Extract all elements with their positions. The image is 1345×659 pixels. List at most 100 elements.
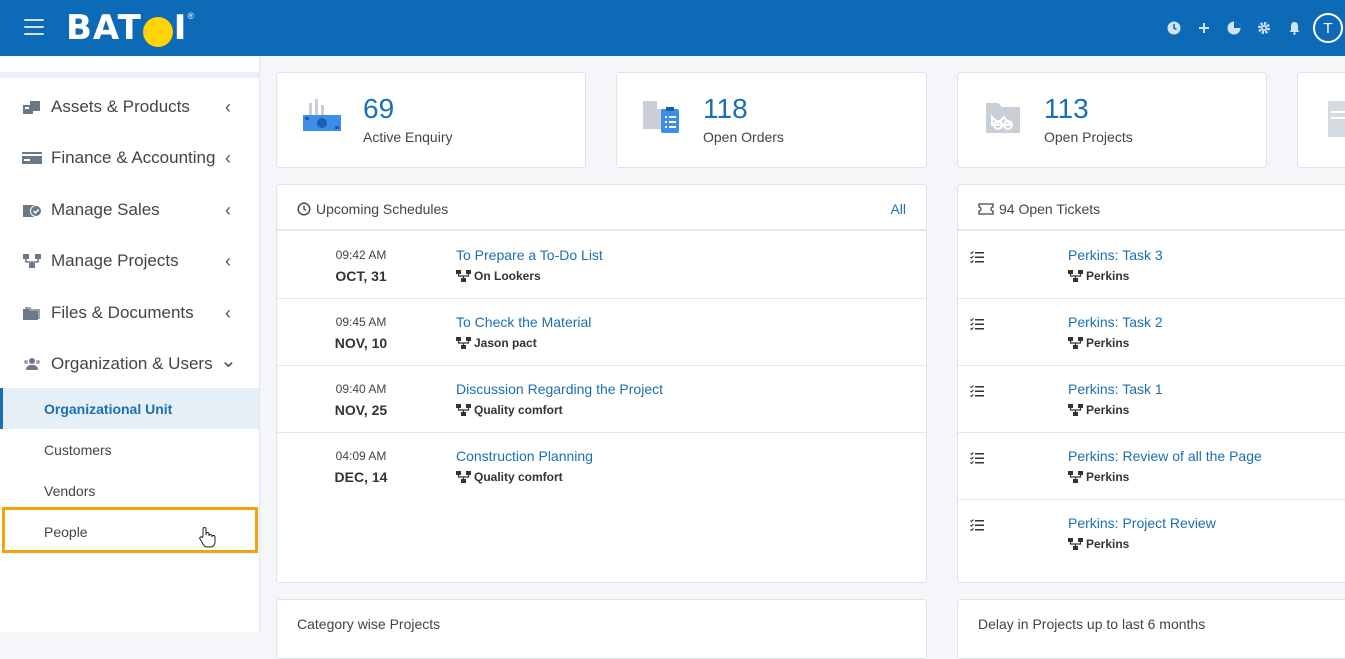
- schedule-project-name: Quality comfort: [474, 403, 563, 417]
- schedule-project-name: Quality comfort: [474, 470, 563, 484]
- panel-header: 94 Open Tickets: [958, 185, 1345, 231]
- finance-icon: [22, 150, 42, 166]
- sidebar-subitem-people[interactable]: People: [0, 511, 259, 552]
- checklist-icon: [970, 518, 984, 536]
- hierarchy-icon: [1068, 270, 1083, 282]
- stat-label: Open Projects: [1044, 129, 1133, 145]
- ticket-title-link[interactable]: Perkins: Review of all the Page: [1068, 448, 1262, 464]
- schedule-title-link[interactable]: To Check the Material: [456, 314, 592, 330]
- ticket-row[interactable]: Perkins: Project Review Perkins: [958, 500, 1345, 567]
- stat-value: 113: [1044, 93, 1089, 124]
- sidebar-item-label: Finance & Accounting: [51, 148, 216, 167]
- schedule-row[interactable]: 09:40 AM NOV, 25 Discussion Regarding th…: [277, 366, 926, 433]
- gear-icon[interactable]: [1249, 13, 1279, 43]
- hierarchy-icon: [456, 270, 471, 282]
- bell-icon[interactable]: [1279, 13, 1309, 43]
- stat-card-active-enquiry[interactable]: 69 Active Enquiry: [276, 72, 586, 168]
- chevron-left-icon: ‹: [225, 199, 231, 220]
- sidebar-item-files-documents[interactable]: Files & Documents ‹: [0, 291, 259, 335]
- schedule-date: OCT, 31: [335, 268, 387, 284]
- schedule-date: DEC, 14: [334, 469, 388, 485]
- ticket-project-name: Perkins: [1086, 269, 1130, 283]
- ticket-project-name: Perkins: [1086, 470, 1130, 484]
- plus-icon[interactable]: [1189, 13, 1219, 43]
- chevron-left-icon: ‹: [225, 96, 231, 117]
- stat-card-open-orders[interactable]: 118 Open Orders: [616, 72, 927, 168]
- sidebar-item-manage-projects[interactable]: Manage Projects ‹: [0, 239, 259, 283]
- pie-chart-icon[interactable]: [1219, 13, 1249, 43]
- ticket-project-name: Perkins: [1086, 336, 1130, 350]
- sidebar-subitem-vendors[interactable]: Vendors: [0, 470, 259, 511]
- schedule-title-link[interactable]: To Prepare a To-Do List: [456, 247, 603, 263]
- schedule-title-link[interactable]: Construction Planning: [456, 448, 593, 464]
- sidebar-item-label: Manage Projects: [51, 251, 179, 270]
- folder-icon: [22, 305, 42, 321]
- upcoming-schedules-panel: Upcoming Schedules All 09:42 AM OCT, 31 …: [276, 184, 927, 583]
- schedule-project: Quality comfort: [456, 403, 563, 417]
- ticket-project-name: Perkins: [1086, 403, 1130, 417]
- ticket-row[interactable]: Perkins: Task 3 Perkins: [958, 232, 1345, 299]
- users-icon: [22, 356, 42, 372]
- ticket-title-link[interactable]: Perkins: Task 2: [1068, 314, 1163, 330]
- ticket-title-link[interactable]: Perkins: Project Review: [1068, 515, 1216, 531]
- hierarchy-icon: [1068, 538, 1083, 550]
- ticket-title-link[interactable]: Perkins: Task 1: [1068, 381, 1163, 397]
- schedule-time: 04:09 AM: [335, 449, 387, 463]
- stat-card-partial[interactable]: [1297, 72, 1345, 168]
- schedule-time: 09:40 AM: [335, 382, 387, 396]
- ticket-row[interactable]: Perkins: Task 2 Perkins: [958, 299, 1345, 366]
- schedule-row[interactable]: 09:42 AM OCT, 31 To Prepare a To-Do List…: [277, 232, 926, 299]
- hierarchy-icon: [1068, 471, 1083, 483]
- schedule-row[interactable]: 04:09 AM DEC, 14 Construction Planning Q…: [277, 433, 926, 500]
- stat-card-open-projects[interactable]: 113 Open Projects: [957, 72, 1267, 168]
- sidebar-subitem-customers[interactable]: Customers: [0, 429, 259, 470]
- schedule-date: NOV, 25: [334, 402, 388, 418]
- batoi-logo[interactable]: BAT I ®: [66, 8, 194, 48]
- schedule-project: Quality comfort: [456, 470, 563, 484]
- ticket-project: Perkins: [1068, 537, 1129, 551]
- stat-label: Active Enquiry: [363, 129, 453, 145]
- sidebar-item-organization-users[interactable]: Organization & Users ⌄: [0, 342, 259, 386]
- sidebar: Assets & Products ‹ Finance & Accounting…: [0, 56, 260, 632]
- ticket-row[interactable]: Perkins: Review of all the Page Perkins: [958, 433, 1345, 500]
- schedule-row[interactable]: 09:45 AM NOV, 10 To Check the Material J…: [277, 299, 926, 366]
- user-avatar[interactable]: T: [1313, 13, 1343, 43]
- hierarchy-icon: [456, 471, 471, 483]
- sidebar-item-manage-sales[interactable]: Manage Sales ‹: [0, 188, 259, 232]
- schedule-time: 09:45 AM: [335, 315, 387, 329]
- sidebar-item-label: Files & Documents: [51, 303, 194, 322]
- schedule-project-name: On Lookers: [474, 269, 541, 283]
- logo-o-mark: [142, 17, 173, 47]
- panel-title: 94 Open Tickets: [978, 201, 1100, 217]
- delay-in-projects-panel: Delay in Projects up to last 6 months: [957, 599, 1345, 659]
- panel-header: Upcoming Schedules All: [277, 185, 926, 231]
- panel-title: Category wise Projects: [297, 616, 441, 632]
- projects-folder-icon: [982, 99, 1024, 139]
- logo-text-left: BAT: [66, 8, 142, 48]
- category-wise-projects-panel: Category wise Projects: [276, 599, 927, 659]
- clock-icon[interactable]: [1159, 13, 1189, 43]
- open-tickets-panel: 94 Open Tickets Perkins: Task 3 Perkins …: [957, 184, 1345, 583]
- sidebar-subitem-label: People: [44, 523, 88, 540]
- checklist-icon: [970, 317, 984, 335]
- schedule-title-link[interactable]: Discussion Regarding the Project: [456, 381, 663, 397]
- sidebar-item-label: Assets & Products: [51, 97, 190, 116]
- clock-outline-icon: [297, 202, 311, 216]
- orders-icon: [641, 99, 683, 139]
- hamburger-menu-icon[interactable]: [24, 19, 44, 35]
- enquiry-icon: [301, 99, 343, 139]
- checklist-icon: [970, 384, 984, 402]
- hierarchy-icon: [1068, 404, 1083, 416]
- assets-icon: [22, 99, 42, 115]
- sidebar-item-assets-products[interactable]: Assets & Products ‹: [0, 85, 259, 129]
- ticket-icon: [978, 203, 994, 215]
- panel-title: Upcoming Schedules: [297, 201, 448, 217]
- ticket-row[interactable]: Perkins: Task 1 Perkins: [958, 366, 1345, 433]
- ticket-title-link[interactable]: Perkins: Task 3: [1068, 247, 1163, 263]
- sidebar-item-finance-accounting[interactable]: Finance & Accounting ‹: [0, 136, 259, 180]
- hand-cursor-icon: [198, 526, 216, 548]
- logo-registered-mark: ®: [187, 11, 195, 21]
- sidebar-subitem-organizational-unit[interactable]: Organizational Unit: [0, 388, 259, 429]
- schedules-all-link[interactable]: All: [890, 201, 906, 217]
- sidebar-item-label: Organization & Users: [51, 354, 213, 373]
